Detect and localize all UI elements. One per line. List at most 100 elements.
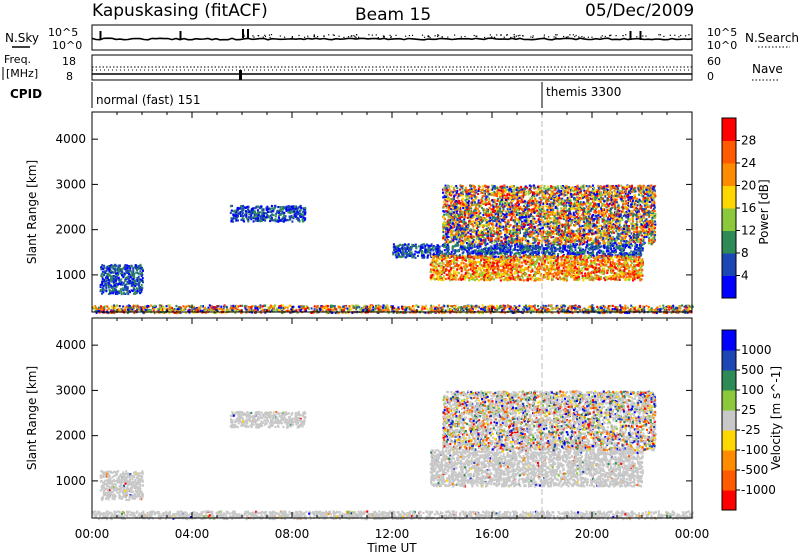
range-mark	[302, 209, 305, 212]
range-mark	[626, 253, 629, 256]
range-mark	[120, 278, 123, 281]
noise-left-label: N.Sky	[5, 31, 39, 45]
range-mark	[537, 268, 540, 271]
range-mark	[133, 275, 136, 278]
power-range-marks	[92, 184, 694, 315]
range-mark	[470, 274, 473, 277]
range-mark	[624, 197, 627, 200]
range-mark	[276, 210, 279, 213]
range-mark	[492, 277, 495, 281]
range-mark	[583, 250, 585, 253]
range-mark	[123, 265, 126, 268]
range-mark	[599, 246, 602, 249]
range-mark	[420, 244, 423, 247]
range-mark	[255, 219, 258, 222]
range-mark	[474, 271, 477, 274]
range-mark	[494, 271, 497, 274]
range-mark	[264, 219, 267, 222]
range-mark	[281, 217, 284, 220]
range-mark	[397, 253, 400, 256]
range-mark	[521, 269, 524, 272]
range-mark	[499, 248, 502, 251]
cpid-label: CPID	[10, 87, 42, 101]
range-mark	[550, 268, 553, 271]
range-mark	[418, 245, 421, 248]
range-mark	[122, 267, 125, 270]
range-mark	[295, 211, 298, 214]
range-mark	[501, 258, 504, 261]
range-mark	[256, 211, 259, 214]
range-mark	[467, 251, 470, 254]
range-mark	[465, 265, 468, 268]
range-mark	[439, 270, 442, 273]
range-mark	[484, 244, 487, 247]
range-mark	[251, 207, 253, 211]
range-mark	[415, 246, 418, 249]
range-mark	[130, 289, 133, 292]
range-mark	[558, 245, 561, 248]
range-mark	[614, 266, 617, 269]
range-mark	[483, 211, 485, 214]
range-mark	[487, 256, 490, 259]
range-mark	[571, 274, 574, 277]
range-mark	[557, 262, 559, 265]
range-mark	[411, 243, 414, 246]
range-mark	[437, 252, 440, 255]
range-mark	[523, 254, 525, 257]
range-mark	[586, 250, 589, 253]
range-mark	[106, 276, 109, 279]
range-mark	[101, 277, 104, 280]
range-mark	[140, 274, 143, 277]
range-mark	[240, 218, 243, 221]
range-mark	[432, 252, 435, 255]
range-mark	[431, 247, 434, 250]
range-mark	[118, 268, 121, 271]
range-mark	[606, 245, 609, 248]
range-mark	[434, 255, 437, 258]
range-mark	[436, 249, 439, 252]
range-mark	[577, 246, 580, 250]
range-mark	[519, 256, 522, 259]
range-mark	[237, 219, 239, 222]
range-mark	[296, 207, 299, 210]
range-mark	[430, 244, 433, 247]
range-mark	[100, 275, 103, 278]
range-mark	[478, 275, 481, 278]
range-mark	[518, 252, 521, 255]
range-mark	[463, 278, 466, 281]
range-mark	[464, 272, 467, 275]
range-mark	[587, 247, 590, 250]
range-mark	[112, 284, 115, 287]
range-mark	[469, 259, 472, 262]
range-mark	[503, 250, 506, 253]
range-mark	[130, 284, 133, 287]
range-mark	[411, 246, 414, 249]
range-mark	[549, 270, 552, 273]
range-mark	[438, 255, 441, 259]
range-mark	[398, 248, 401, 251]
range-mark	[480, 249, 483, 252]
range-mark	[103, 264, 106, 267]
range-mark	[449, 253, 451, 256]
range-mark	[487, 248, 490, 251]
range-mark	[118, 290, 121, 293]
range-mark	[595, 275, 598, 279]
range-mark	[647, 234, 650, 237]
range-mark	[479, 252, 482, 255]
range-mark	[471, 263, 474, 266]
range-mark	[630, 250, 633, 253]
range-mark	[133, 266, 136, 269]
range-mark	[468, 254, 471, 257]
range-mark	[469, 277, 472, 280]
range-mark	[531, 245, 534, 248]
range-mark	[518, 244, 521, 247]
range-mark	[132, 287, 135, 290]
range-mark	[535, 251, 538, 254]
range-mark	[500, 275, 503, 278]
range-mark	[437, 278, 440, 282]
range-mark	[99, 283, 102, 286]
range-mark	[105, 283, 107, 286]
cpid-mode-themis: themis 3300	[546, 85, 621, 99]
range-mark	[266, 205, 269, 208]
range-mark	[620, 265, 623, 268]
